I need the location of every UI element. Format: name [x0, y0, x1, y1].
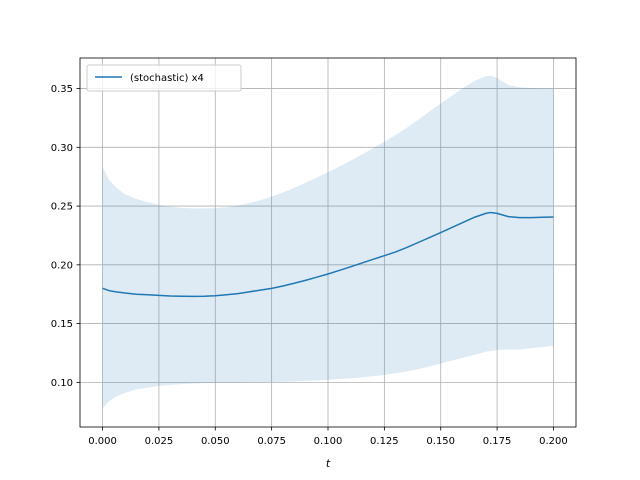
x-tick-label: 0.050 [201, 436, 230, 447]
x-tick-label: 0.175 [483, 436, 512, 447]
x-tick-label: 0.000 [88, 436, 117, 447]
y-tick-label: 0.30 [51, 143, 73, 154]
series-line [102, 211, 554, 298]
legend-box [86, 64, 242, 92]
x-tick-label: 0.100 [314, 436, 343, 447]
x-tick-label: 0.025 [145, 436, 174, 447]
x-axis-label: t [326, 457, 331, 470]
legend: (stochastic) x4 [86, 64, 242, 92]
y-tick-label: 0.10 [51, 378, 73, 389]
y-tick-label: 0.15 [51, 319, 73, 330]
legend-label: (stochastic) x4 [130, 73, 204, 84]
ticks: 0.000 0.025 0.050 0.075 0.100 0.125 0.150 0.175… [51, 84, 568, 447]
x-tick-label: 0.125 [370, 436, 399, 447]
confidence-band [102, 75, 554, 409]
x-tick-label: 0.200 [539, 436, 568, 447]
y-tick-label: 0.20 [51, 260, 73, 271]
y-tick-label: 0.25 [51, 202, 73, 213]
grid [80, 58, 576, 427]
x-tick-label: 0.150 [426, 436, 455, 447]
y-tick-label: 0.35 [51, 84, 73, 95]
x-tick-label: 0.075 [257, 436, 286, 447]
